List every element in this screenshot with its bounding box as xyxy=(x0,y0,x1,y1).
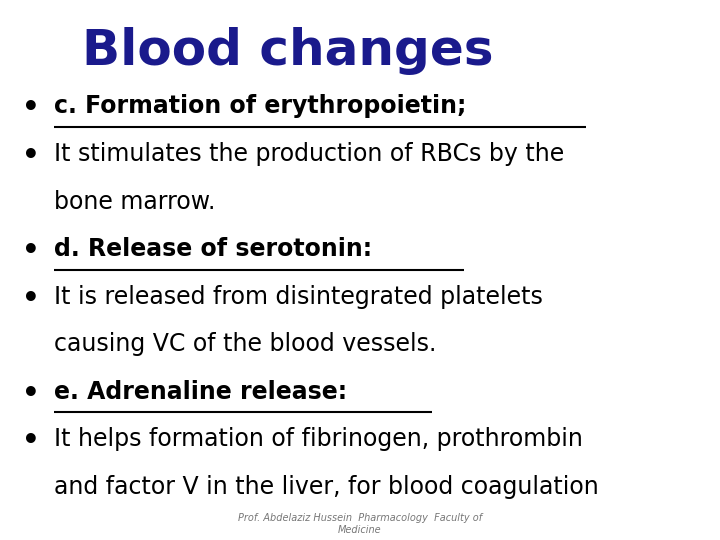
Text: •: • xyxy=(22,285,40,313)
Text: •: • xyxy=(22,427,40,455)
Text: d. Release of serotonin:: d. Release of serotonin: xyxy=(54,237,372,261)
Text: •: • xyxy=(22,142,40,170)
Text: Blood changes: Blood changes xyxy=(82,27,494,75)
Text: It stimulates the production of RBCs by the: It stimulates the production of RBCs by … xyxy=(54,142,564,166)
Text: and factor V in the liver, for blood coagulation: and factor V in the liver, for blood coa… xyxy=(54,475,599,498)
Text: •: • xyxy=(22,380,40,408)
Text: It is released from disintegrated platelets: It is released from disintegrated platel… xyxy=(54,285,543,308)
Text: c. Formation of erythropoietin;: c. Formation of erythropoietin; xyxy=(54,94,467,118)
Text: It helps formation of fibrinogen, prothrombin: It helps formation of fibrinogen, prothr… xyxy=(54,427,583,451)
Text: bone marrow.: bone marrow. xyxy=(54,190,215,213)
Text: Prof. Abdelaziz Hussein  Pharmacology  Faculty of
Medicine: Prof. Abdelaziz Hussein Pharmacology Fac… xyxy=(238,513,482,535)
Text: •: • xyxy=(22,237,40,265)
Text: e. Adrenaline release:: e. Adrenaline release: xyxy=(54,380,347,403)
Text: •: • xyxy=(22,94,40,123)
Text: causing VC of the blood vessels.: causing VC of the blood vessels. xyxy=(54,332,436,356)
